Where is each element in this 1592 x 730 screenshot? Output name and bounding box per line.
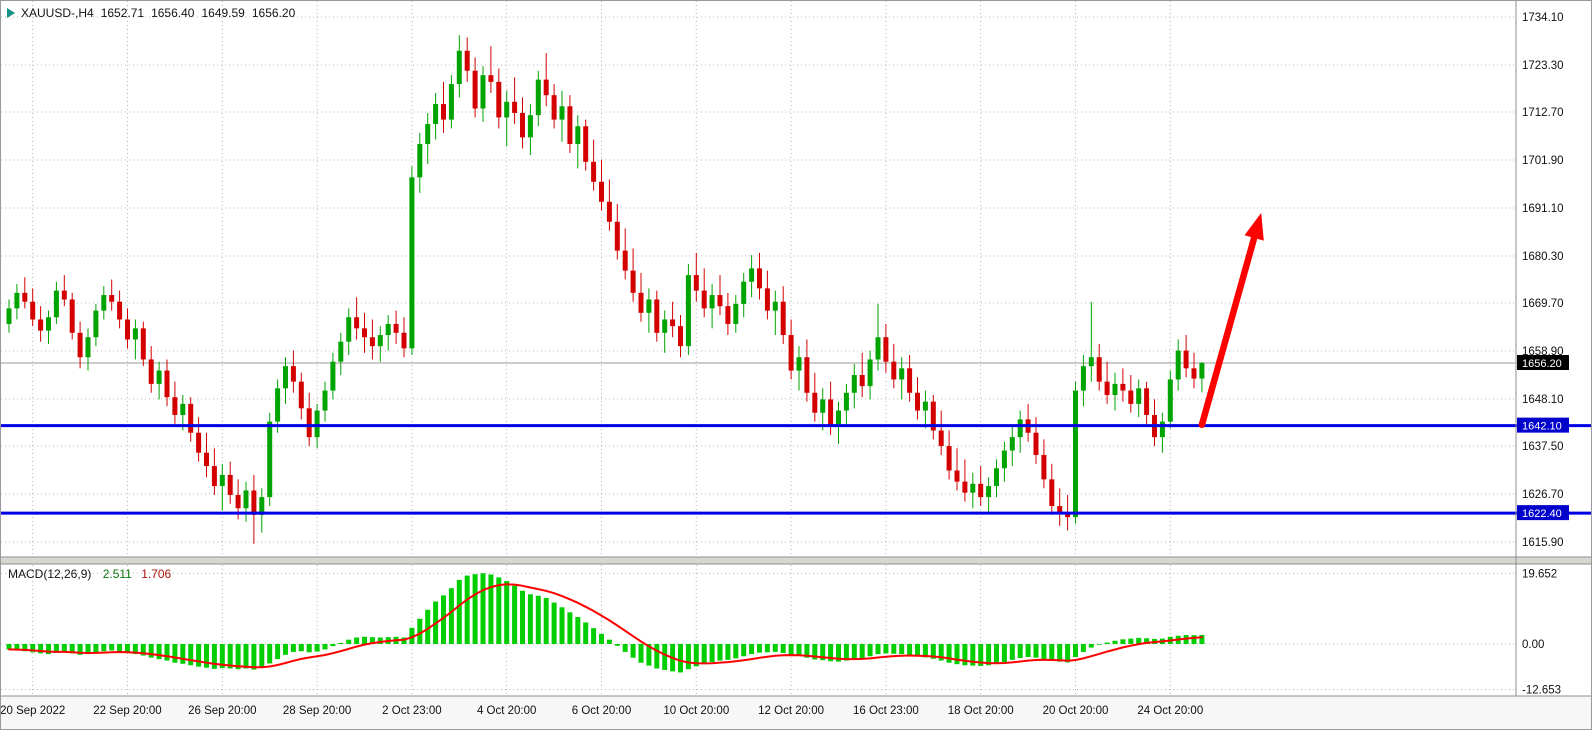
macd-name: MACD(12,26,9)	[8, 567, 92, 581]
panel-divider[interactable]	[1, 556, 1592, 565]
ohlc-open-value: 1652.71	[100, 6, 145, 20]
chart-header: XAUUSD-,H4 1652.71 1656.40 1649.59 1656.…	[7, 6, 295, 20]
svg-text:1723.30: 1723.30	[1522, 60, 1564, 72]
trend-arrow[interactable]	[1198, 212, 1264, 428]
grid	[1, 1, 1516, 696]
svg-text:16 Oct 23:00: 16 Oct 23:00	[853, 705, 919, 717]
price-badge-1642.10[interactable]: 1642.10	[1517, 417, 1569, 433]
svg-text:1622.40: 1622.40	[1522, 508, 1562, 520]
price-axis: 1734.10 1723.30 1712.70 1701.90 1691.10 1680.…	[1515, 1, 1564, 697]
svg-text:-12.653: -12.653	[1522, 685, 1561, 697]
candles	[6, 35, 1205, 544]
svg-text:1712.70: 1712.70	[1522, 107, 1564, 119]
macd-main-value: 2.511	[102, 567, 132, 581]
price-badge-current[interactable]: 1656.20	[1517, 355, 1569, 371]
macd-indicator-label: MACD(12,26,9) 2.511 1.706	[8, 567, 171, 581]
symbol-marker-icon	[7, 8, 15, 18]
svg-text:1669.70: 1669.70	[1522, 298, 1564, 310]
macd-signal-line	[8, 583, 1203, 669]
svg-text:19.652: 19.652	[1522, 568, 1557, 580]
macd-signal-value: 1.706	[141, 567, 172, 581]
svg-text:20 Sep 2022: 20 Sep 2022	[1, 705, 65, 717]
svg-text:1615.90: 1615.90	[1522, 537, 1564, 549]
svg-text:22 Sep 20:00: 22 Sep 20:00	[93, 705, 161, 717]
svg-text:18 Oct 20:00: 18 Oct 20:00	[948, 705, 1014, 717]
symbol-timeframe-label: XAUUSD-,H4	[21, 6, 94, 20]
svg-text:1680.30: 1680.30	[1522, 251, 1564, 263]
svg-text:2 Oct 23:00: 2 Oct 23:00	[382, 705, 441, 717]
svg-text:20 Oct 20:00: 20 Oct 20:00	[1043, 705, 1109, 717]
svg-text:1656.20: 1656.20	[1522, 358, 1562, 370]
ohlc-high-value: 1656.40	[151, 6, 195, 20]
svg-text:4 Oct 20:00: 4 Oct 20:00	[477, 705, 536, 717]
svg-text:12 Oct 20:00: 12 Oct 20:00	[758, 705, 824, 717]
ohlc-low-value: 1649.59	[201, 6, 245, 20]
svg-text:6 Oct 20:00: 6 Oct 20:00	[572, 705, 631, 717]
svg-text:0.00: 0.00	[1522, 639, 1544, 651]
svg-text:1691.10: 1691.10	[1522, 203, 1564, 215]
svg-text:1734.10: 1734.10	[1522, 12, 1564, 24]
svg-text:28 Sep 20:00: 28 Sep 20:00	[283, 705, 351, 717]
macd-histogram	[6, 573, 1205, 673]
ohlc-close-value: 1656.20	[251, 6, 296, 20]
svg-text:1637.50: 1637.50	[1522, 441, 1564, 453]
svg-text:1626.70: 1626.70	[1522, 489, 1564, 501]
svg-text:1701.90: 1701.90	[1522, 155, 1564, 167]
svg-text:1642.10: 1642.10	[1522, 421, 1562, 433]
svg-text:24 Oct 20:00: 24 Oct 20:00	[1137, 705, 1203, 717]
svg-text:1648.10: 1648.10	[1522, 394, 1564, 406]
time-axis: 20 Sep 2022 22 Sep 20:00 26 Sep 20:00 28 Se…	[1, 695, 1591, 729]
price-badge-1622.40[interactable]: 1622.40	[1517, 505, 1569, 521]
svg-text:26 Sep 20:00: 26 Sep 20:00	[188, 705, 256, 717]
svg-text:10 Oct 20:00: 10 Oct 20:00	[663, 705, 729, 717]
